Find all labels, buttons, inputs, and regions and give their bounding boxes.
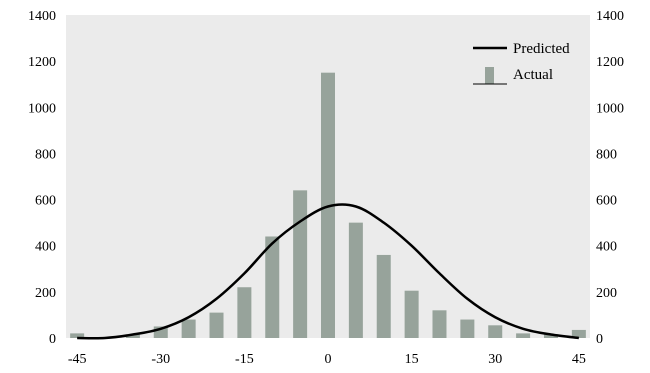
y-tick-left-1200: 1200: [28, 55, 56, 70]
bar-actual--5: [293, 190, 308, 338]
x-tick--30: -30: [151, 352, 170, 367]
x-tick-45: 45: [572, 352, 586, 367]
y-tick-right-600: 600: [596, 194, 617, 209]
bar-actual-25: [460, 319, 475, 338]
bar-actual--45: [70, 333, 85, 338]
bar-actual--35: [125, 334, 140, 338]
x-tick-15: 15: [405, 352, 419, 367]
legend-swatch-actual: [485, 67, 494, 84]
bar-actual-35: [516, 333, 531, 338]
y-tick-right-1200: 1200: [596, 55, 624, 70]
bar-actual--30: [153, 326, 168, 338]
y-tick-right-1000: 1000: [596, 101, 624, 116]
bar-actual-40: [543, 334, 558, 338]
bar-actual--20: [209, 312, 224, 338]
bar-actual--15: [237, 287, 252, 338]
bar-actual--25: [181, 319, 196, 338]
y-tick-left-200: 200: [35, 286, 56, 301]
y-tick-right-200: 200: [596, 286, 617, 301]
x-tick-0: 0: [325, 352, 332, 367]
x-tick--45: -45: [68, 352, 87, 367]
y-tick-left-1000: 1000: [28, 101, 56, 116]
y-tick-left-400: 400: [35, 240, 56, 255]
y-tick-right-0: 0: [596, 332, 603, 347]
y-tick-right-800: 800: [596, 147, 617, 162]
x-axis: -45 -30 -15 0 15 30 45: [68, 352, 586, 367]
y-axis-right: 0 200 400 600 800 1000 1200 1400: [596, 9, 624, 347]
line-predicted: [77, 203, 580, 340]
y-tick-left-0: 0: [49, 332, 56, 347]
y-tick-left-800: 800: [35, 147, 56, 162]
x-tick--15: -15: [235, 352, 254, 367]
y-tick-right-1400: 1400: [596, 9, 624, 24]
bar-actual-10: [376, 254, 391, 338]
y-tick-right-400: 400: [596, 240, 617, 255]
bar-actual-5: [348, 222, 363, 338]
legend-label-predicted: Predicted: [513, 41, 570, 57]
bar-actual-45: [571, 329, 586, 338]
bar-actual-20: [432, 310, 447, 338]
x-tick-30: 30: [488, 352, 502, 367]
bar-actual-30: [488, 325, 503, 338]
legend: Predicted Actual: [473, 41, 570, 85]
y-axis-left: 0 200 400 600 800 1000 1200 1400: [28, 9, 56, 347]
legend-label-actual: Actual: [513, 67, 553, 83]
y-tick-left-600: 600: [35, 194, 56, 209]
line-series-predicted: [77, 203, 580, 340]
y-tick-left-1400: 1400: [28, 9, 56, 24]
bar-actual-15: [404, 290, 419, 338]
bar-actual--10: [265, 236, 280, 338]
